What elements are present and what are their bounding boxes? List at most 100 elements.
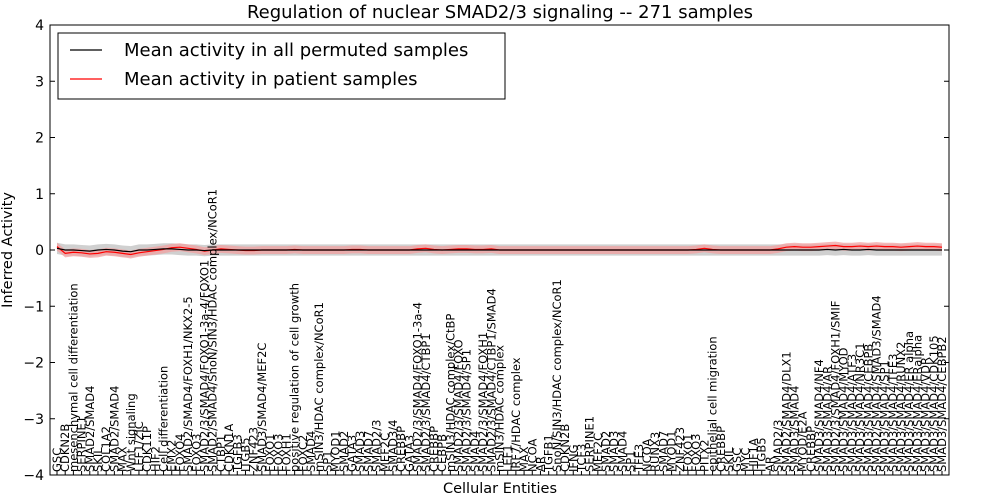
y-tick-label: −4: [23, 468, 44, 484]
x-tick-label: SMAD4: [615, 431, 629, 472]
x-tick-label: SMAD3/SMAD4/ERalpha: [910, 335, 924, 472]
x-tick-label: ZNF423: [247, 427, 261, 472]
y-axis: 4 3 2 1 0 −1 −2 −3 −4: [23, 18, 949, 484]
x-tick-label: SnoN/SIN3/HDAC complex/NCoR1: [550, 279, 564, 472]
legend-label-patient: Mean activity in patient samples: [124, 69, 418, 90]
x-tick-label: GATA3: [402, 435, 416, 472]
x-tick-label: SMAD4: [468, 431, 482, 472]
x-tick-label: SMAD3/SMAD4: [788, 386, 802, 472]
x-tick-label: SMAD3/SMAD4/MYOD: [837, 347, 851, 472]
x-tick-label: GSC: [730, 448, 744, 472]
x-tick-label: epithelial cell migration: [706, 336, 720, 472]
x-tick-label: SMAD3/SMAD4/CEBPB: [861, 344, 875, 472]
x-tick-label: SMAD2: [337, 431, 351, 472]
x-tick-label: SMAD3/SMAD4/MEF2C: [255, 343, 269, 472]
x-tick-label: SMAD2/3: [771, 420, 785, 472]
x-tick-label: SMAD2/3/SMAD4/FOXO: [452, 339, 466, 472]
x-tick-label: LEF1: [501, 444, 515, 472]
x-tick-label: CREBBP: [804, 426, 818, 472]
x-tick-label: CDKN2B: [58, 424, 72, 472]
x-tick-label: mSIN3/HDAC complex/NCoR1: [312, 302, 326, 472]
x-tick-label: SMAD2/SMAD4: [83, 386, 97, 472]
x-tick-label: SMAD3/4: [386, 420, 400, 472]
y-axis-title: Inferred Activity: [0, 192, 16, 308]
series-line-permuted: [56, 247, 942, 253]
x-tick-label: SMAD3/SMAD4/SP1: [878, 360, 892, 472]
x-tick-label: IRF7/HDAC complex: [509, 357, 523, 472]
x-tick-label: IFNG: [566, 444, 580, 472]
x-tick-label: CDKN1A: [222, 424, 236, 472]
x-tick-label: ZNF423: [673, 427, 687, 472]
x-tick-label: mesenchymal cell differentiation: [66, 283, 80, 472]
x-tick-label: HIF2: [148, 446, 162, 472]
x-tick-label: SMAD2/SMAD4: [107, 386, 121, 472]
x-tick-label: SMAD3/SMAD4/ER alpha: [902, 331, 916, 472]
x-tick-label: SMAD3/SMAD4/CEBPB2: [935, 336, 949, 472]
x-tick-label: GSC: [50, 448, 64, 472]
x-tick-label: COL1A2: [99, 426, 113, 472]
x-tick-label: GATA3: [345, 435, 359, 472]
x-tick-label: FOXO1: [681, 434, 695, 472]
x-tick-label: MEF2C: [378, 433, 392, 472]
legend-box: [57, 32, 506, 100]
y-tick-label: 2: [35, 131, 44, 147]
x-tick-label: SMAD2: [599, 431, 613, 472]
x-tick-label: MAX: [517, 446, 531, 472]
x-tick-label: MYC: [738, 448, 752, 472]
x-tick-label: SKIL: [722, 447, 736, 472]
x-tick-label: NCOA: [525, 439, 539, 472]
x-tick-label: SMAD2/3/SMAD4/SP1: [460, 349, 474, 472]
x-tick-label: SMAD7: [361, 431, 375, 472]
x-tick-label: TGFB1: [542, 434, 556, 473]
x-tick-label: FOXH1: [279, 433, 293, 472]
x-tick-label: positive regulation of cell growth: [288, 283, 302, 472]
x-tick-label: CEBPB: [435, 434, 449, 472]
x-tick-label: SMAD3: [607, 431, 621, 472]
y-tick-label: 0: [35, 243, 44, 259]
x-tick-label: SMAD3/SMAD4/CDK105: [927, 335, 941, 472]
x-tick-label: SKIL: [91, 447, 105, 472]
x-tick-label: NCOA: [640, 439, 654, 472]
x-tick-label: CDK11P: [140, 426, 154, 472]
x-tick-label: SMAD2/3/SMAD4/FOXH1/SMIF: [828, 301, 842, 472]
x-tick-label: HIF1A: [747, 438, 761, 472]
x-tick-label: SMAD3: [353, 431, 367, 472]
x-tick-label: SERPINE1: [583, 416, 597, 472]
chart-title: Regulation of nuclear SMAD2/3 signaling …: [247, 2, 753, 23]
legend-label-permuted: Mean activity in all permuted samples: [124, 40, 468, 61]
x-tick-label: SMAD7: [656, 431, 670, 472]
x-tick-label: mSIN3/HDAC complex: [493, 345, 507, 472]
x-tick-label: FOXC2: [296, 435, 310, 472]
x-tick-label: SMAD2/3/SMAD4/FOXH1: [476, 332, 490, 472]
y-tick-label: 4: [35, 18, 44, 34]
x-tick-label: ITGB5: [238, 437, 252, 472]
x-tick-label: PITX2: [697, 439, 711, 472]
x-tick-label: Cell differentiation: [157, 366, 171, 472]
x-tick-label: SMAD2/SMAD4/DLX1: [779, 351, 793, 472]
x-tick-label: SMAD2/SMAD4/SMAD3/SMAD4: [869, 295, 883, 472]
x-tick-label: SMAD2/3/SMAD4/CTBP1/SMAD4: [484, 288, 498, 472]
x-tick-label: SMAD3/SMAD4/AR: [820, 366, 834, 472]
x-tick-label: TGFB3: [230, 434, 244, 473]
y-tick-label: −1: [23, 299, 44, 315]
y-tick-label: 3: [35, 74, 44, 90]
x-tick-label: SERPINE1: [75, 416, 89, 472]
x-tick-label: SMAD4: [304, 431, 318, 472]
x-tick-label: AR: [533, 456, 547, 472]
x-tick-label: SP1: [624, 450, 638, 472]
x-tick-label: FOXO3: [271, 434, 285, 472]
x-tick-label: AR: [763, 456, 777, 472]
x-tick-label: SMAD2/3: [370, 420, 384, 472]
x-tick-label: FOXO3: [689, 434, 703, 472]
x-axis-title: Cellular Entities: [443, 481, 557, 497]
x-tick-label: TFE3: [632, 444, 646, 473]
x-tick-label: ITGB5: [755, 437, 769, 472]
x-tick-label: SMAD3/SMAD4/VDR: [919, 357, 933, 472]
x-tick-label: CDKN2B: [558, 424, 572, 472]
x-tick-label: SMAD2/3/SMAD4/CTBP1: [419, 333, 433, 472]
x-tick-label: SMAD3/SMAD4/NF4: [812, 359, 826, 472]
x-tick-label: SMAD3/SMAD4/NR3C1: [853, 342, 867, 472]
x-tick-label: MAX: [116, 446, 130, 472]
